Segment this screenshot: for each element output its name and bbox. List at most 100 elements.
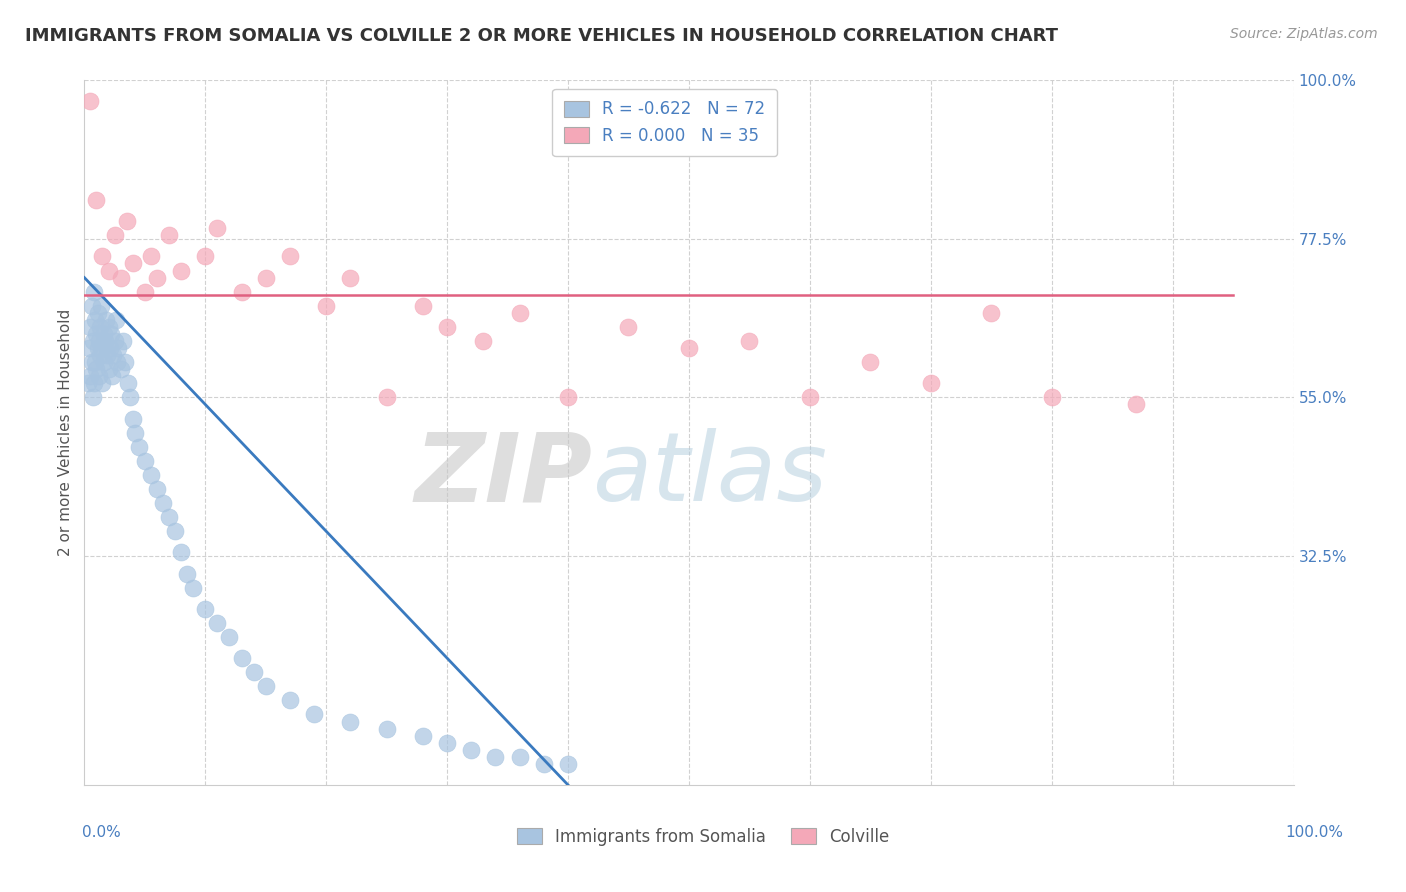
Point [176, 566, 198, 581]
Text: 100.0%: 100.0% [1285, 825, 1344, 840]
Point [165, 524, 187, 539]
Point [617, 319, 640, 334]
Point [460, 742, 482, 756]
Point [93, 355, 115, 369]
Point [80, 299, 103, 313]
Point [104, 228, 127, 243]
Point [1125, 397, 1147, 411]
Point [84, 313, 107, 327]
Point [920, 376, 942, 391]
Point [339, 270, 361, 285]
Point [83, 285, 105, 299]
Point [218, 630, 240, 644]
Point [124, 425, 146, 440]
Point [152, 496, 174, 510]
Point [134, 454, 156, 468]
Text: Source: ZipAtlas.com: Source: ZipAtlas.com [1230, 27, 1378, 41]
Y-axis label: 2 or more Vehicles in Household: 2 or more Vehicles in Household [58, 309, 73, 557]
Point [80, 355, 103, 369]
Point [83, 376, 105, 391]
Point [98, 341, 121, 355]
Point [339, 714, 361, 729]
Point [89, 348, 111, 362]
Point [89, 319, 111, 334]
Point [375, 722, 398, 736]
Point [79, 95, 101, 109]
Point [139, 467, 162, 482]
Point [97, 319, 120, 334]
Point [86, 193, 108, 207]
Point [859, 355, 882, 369]
Point [112, 334, 135, 348]
Point [1040, 391, 1063, 405]
Point [146, 482, 169, 496]
Point [100, 326, 122, 341]
Point [77, 376, 100, 391]
Point [509, 749, 531, 764]
Point [231, 285, 253, 299]
Point [134, 285, 156, 299]
Text: ZIP: ZIP [415, 428, 592, 522]
Point [114, 355, 136, 369]
Legend: Immigrants from Somalia, Colville: Immigrants from Somalia, Colville [510, 822, 896, 853]
Point [799, 391, 821, 405]
Point [104, 334, 127, 348]
Point [117, 376, 139, 391]
Point [436, 736, 458, 750]
Point [110, 270, 132, 285]
Point [79, 319, 101, 334]
Point [115, 214, 138, 228]
Point [121, 256, 143, 270]
Point [278, 249, 301, 264]
Point [86, 326, 108, 341]
Point [509, 306, 531, 320]
Point [91, 249, 114, 264]
Point [980, 306, 1002, 320]
Point [302, 707, 325, 722]
Point [86, 341, 108, 355]
Point [105, 355, 128, 369]
Point [97, 263, 120, 277]
Point [104, 313, 127, 327]
Point [436, 319, 458, 334]
Point [84, 355, 107, 369]
Point [79, 369, 101, 384]
Point [82, 391, 104, 405]
Point [146, 270, 169, 285]
Point [97, 362, 120, 376]
Point [121, 411, 143, 425]
Point [557, 391, 579, 405]
Point [91, 341, 114, 355]
Point [231, 651, 253, 665]
Point [207, 615, 229, 630]
Point [157, 510, 180, 524]
Point [87, 334, 110, 348]
Text: atlas: atlas [592, 428, 827, 522]
Point [157, 228, 180, 243]
Point [96, 348, 118, 362]
Point [194, 601, 217, 615]
Point [242, 665, 264, 680]
Point [315, 299, 337, 313]
Point [181, 581, 204, 595]
Point [91, 376, 114, 391]
Point [86, 362, 108, 376]
Point [375, 391, 398, 405]
Point [94, 313, 117, 327]
Point [110, 362, 132, 376]
Point [254, 679, 277, 693]
Point [120, 391, 142, 405]
Point [86, 306, 108, 320]
Point [678, 341, 700, 355]
Point [93, 326, 115, 341]
Point [103, 348, 125, 362]
Point [107, 341, 129, 355]
Point [254, 270, 277, 285]
Point [128, 440, 150, 454]
Point [533, 756, 555, 771]
Point [194, 249, 217, 264]
Text: 0.0%: 0.0% [82, 825, 121, 840]
Point [90, 299, 112, 313]
Point [738, 334, 761, 348]
Point [94, 334, 117, 348]
